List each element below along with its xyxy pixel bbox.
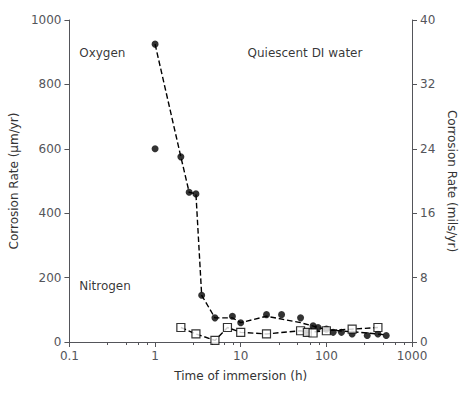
svg-text:32: 32 bbox=[420, 77, 435, 91]
svg-text:16: 16 bbox=[420, 206, 435, 220]
svg-text:100: 100 bbox=[315, 349, 338, 363]
svg-text:10: 10 bbox=[233, 349, 248, 363]
svg-text:8: 8 bbox=[420, 271, 428, 285]
svg-text:1: 1 bbox=[151, 349, 159, 363]
svg-text:40: 40 bbox=[420, 13, 435, 27]
svg-text:200: 200 bbox=[39, 271, 62, 285]
svg-text:0: 0 bbox=[54, 335, 62, 349]
svg-text:Nitrogen: Nitrogen bbox=[79, 279, 131, 293]
svg-text:Oxygen: Oxygen bbox=[79, 46, 125, 60]
svg-text:Time of immersion (h): Time of immersion (h) bbox=[173, 369, 307, 383]
svg-text:0.1: 0.1 bbox=[60, 349, 79, 363]
svg-text:800: 800 bbox=[39, 77, 62, 91]
svg-text:Quiescent DI water: Quiescent DI water bbox=[248, 46, 363, 60]
svg-text:0: 0 bbox=[420, 335, 428, 349]
svg-text:1000: 1000 bbox=[31, 13, 62, 27]
svg-text:24: 24 bbox=[420, 142, 435, 156]
svg-text:600: 600 bbox=[39, 142, 62, 156]
svg-text:Corrosion Rate (mils/yr): Corrosion Rate (mils/yr) bbox=[445, 110, 459, 252]
svg-text:400: 400 bbox=[39, 206, 62, 220]
svg-text:1000: 1000 bbox=[397, 349, 428, 363]
svg-text:Corrosion Rate (μm/yr): Corrosion Rate (μm/yr) bbox=[7, 113, 21, 250]
